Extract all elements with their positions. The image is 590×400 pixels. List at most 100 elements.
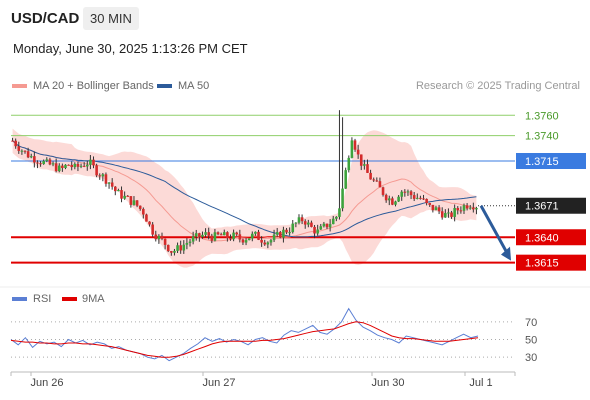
candle-body — [428, 203, 432, 205]
candle-body — [148, 221, 151, 225]
candle-body — [151, 224, 154, 235]
ma9-legend-label: 9MA — [82, 293, 105, 305]
candle-body — [437, 207, 441, 212]
candle-body — [316, 229, 319, 234]
candle — [462, 203, 466, 214]
candle-body — [67, 164, 70, 166]
candle-body — [344, 170, 347, 189]
candle — [378, 177, 382, 188]
candle-body — [85, 164, 89, 167]
candle — [157, 234, 161, 244]
candle — [244, 238, 248, 246]
candle — [434, 205, 438, 211]
candle-body — [26, 151, 30, 158]
candle-body — [207, 232, 210, 236]
candle-body — [170, 251, 173, 253]
candle — [33, 151, 36, 168]
candle — [394, 200, 397, 207]
candle-body — [232, 232, 235, 240]
timeframe-badge[interactable]: 30 MIN — [83, 7, 139, 30]
candle — [397, 195, 400, 202]
candle-body — [179, 245, 182, 251]
candle-body — [285, 229, 288, 233]
candle — [20, 149, 24, 155]
candle — [297, 214, 301, 225]
candle — [11, 137, 14, 142]
candle — [70, 161, 74, 171]
forecast-arrow-head — [501, 246, 511, 261]
candle — [406, 189, 410, 196]
candle-body — [163, 238, 167, 245]
candle — [89, 154, 92, 170]
candle — [76, 161, 80, 172]
candle — [204, 228, 207, 238]
candle — [191, 231, 195, 245]
candle-body — [394, 201, 397, 205]
candle-body — [272, 234, 276, 241]
candle — [375, 177, 379, 182]
candle-body — [138, 205, 142, 209]
candle-body — [381, 187, 385, 195]
candle-body — [465, 205, 469, 209]
candle-body — [166, 244, 170, 252]
candle — [282, 226, 285, 243]
candle-body — [387, 198, 391, 201]
candle — [14, 138, 17, 149]
rsi-tick-70: 70 — [525, 317, 537, 329]
candle-body — [288, 232, 291, 234]
candle — [113, 186, 117, 196]
candle-body — [20, 150, 24, 152]
candle — [207, 227, 210, 240]
candle — [148, 221, 151, 227]
candle — [17, 141, 21, 154]
candle-body — [254, 231, 257, 234]
current-price-tag — [516, 197, 586, 214]
candle — [54, 158, 58, 173]
candle-body — [101, 174, 105, 177]
candle-body — [229, 238, 232, 240]
candle — [61, 163, 64, 172]
candle — [23, 150, 27, 154]
candle-body — [107, 182, 111, 184]
candle-body — [397, 196, 400, 202]
candle — [475, 206, 478, 215]
candle — [210, 233, 214, 244]
candle-body — [366, 164, 369, 173]
candle-body — [126, 195, 130, 197]
candle-body — [82, 165, 86, 167]
candle — [319, 223, 323, 230]
candle — [123, 191, 126, 200]
candle — [425, 198, 428, 206]
candle-body — [303, 221, 307, 225]
candle — [145, 213, 148, 222]
candle-body — [356, 149, 360, 155]
x-tick-label: Jun 30 — [371, 377, 404, 389]
candle — [269, 238, 273, 246]
candle-body — [322, 223, 326, 227]
candle — [372, 177, 376, 182]
candle — [185, 238, 189, 250]
candle — [73, 162, 77, 170]
candle — [129, 196, 133, 208]
legend-ma50: MA 50 — [157, 80, 209, 92]
candle — [328, 219, 332, 232]
candle — [117, 188, 120, 192]
level-label-1.3760: 1.3760 — [525, 110, 559, 122]
candle-body — [440, 211, 444, 218]
ma9-legend-swatch — [62, 297, 77, 301]
candle-body — [188, 241, 192, 243]
candle — [235, 231, 239, 237]
candle — [142, 207, 145, 219]
candle — [257, 229, 260, 241]
candles-group — [11, 110, 478, 256]
candle — [222, 229, 226, 236]
candle — [335, 216, 338, 222]
candle-body — [117, 190, 120, 192]
candle-body — [182, 244, 186, 251]
candle-body — [415, 197, 419, 199]
x-tick-label: Jul 1 — [469, 377, 492, 389]
candle-body — [325, 223, 329, 228]
candle-body — [269, 240, 273, 243]
rsi-line — [10, 307, 479, 362]
candle-body — [328, 224, 332, 228]
